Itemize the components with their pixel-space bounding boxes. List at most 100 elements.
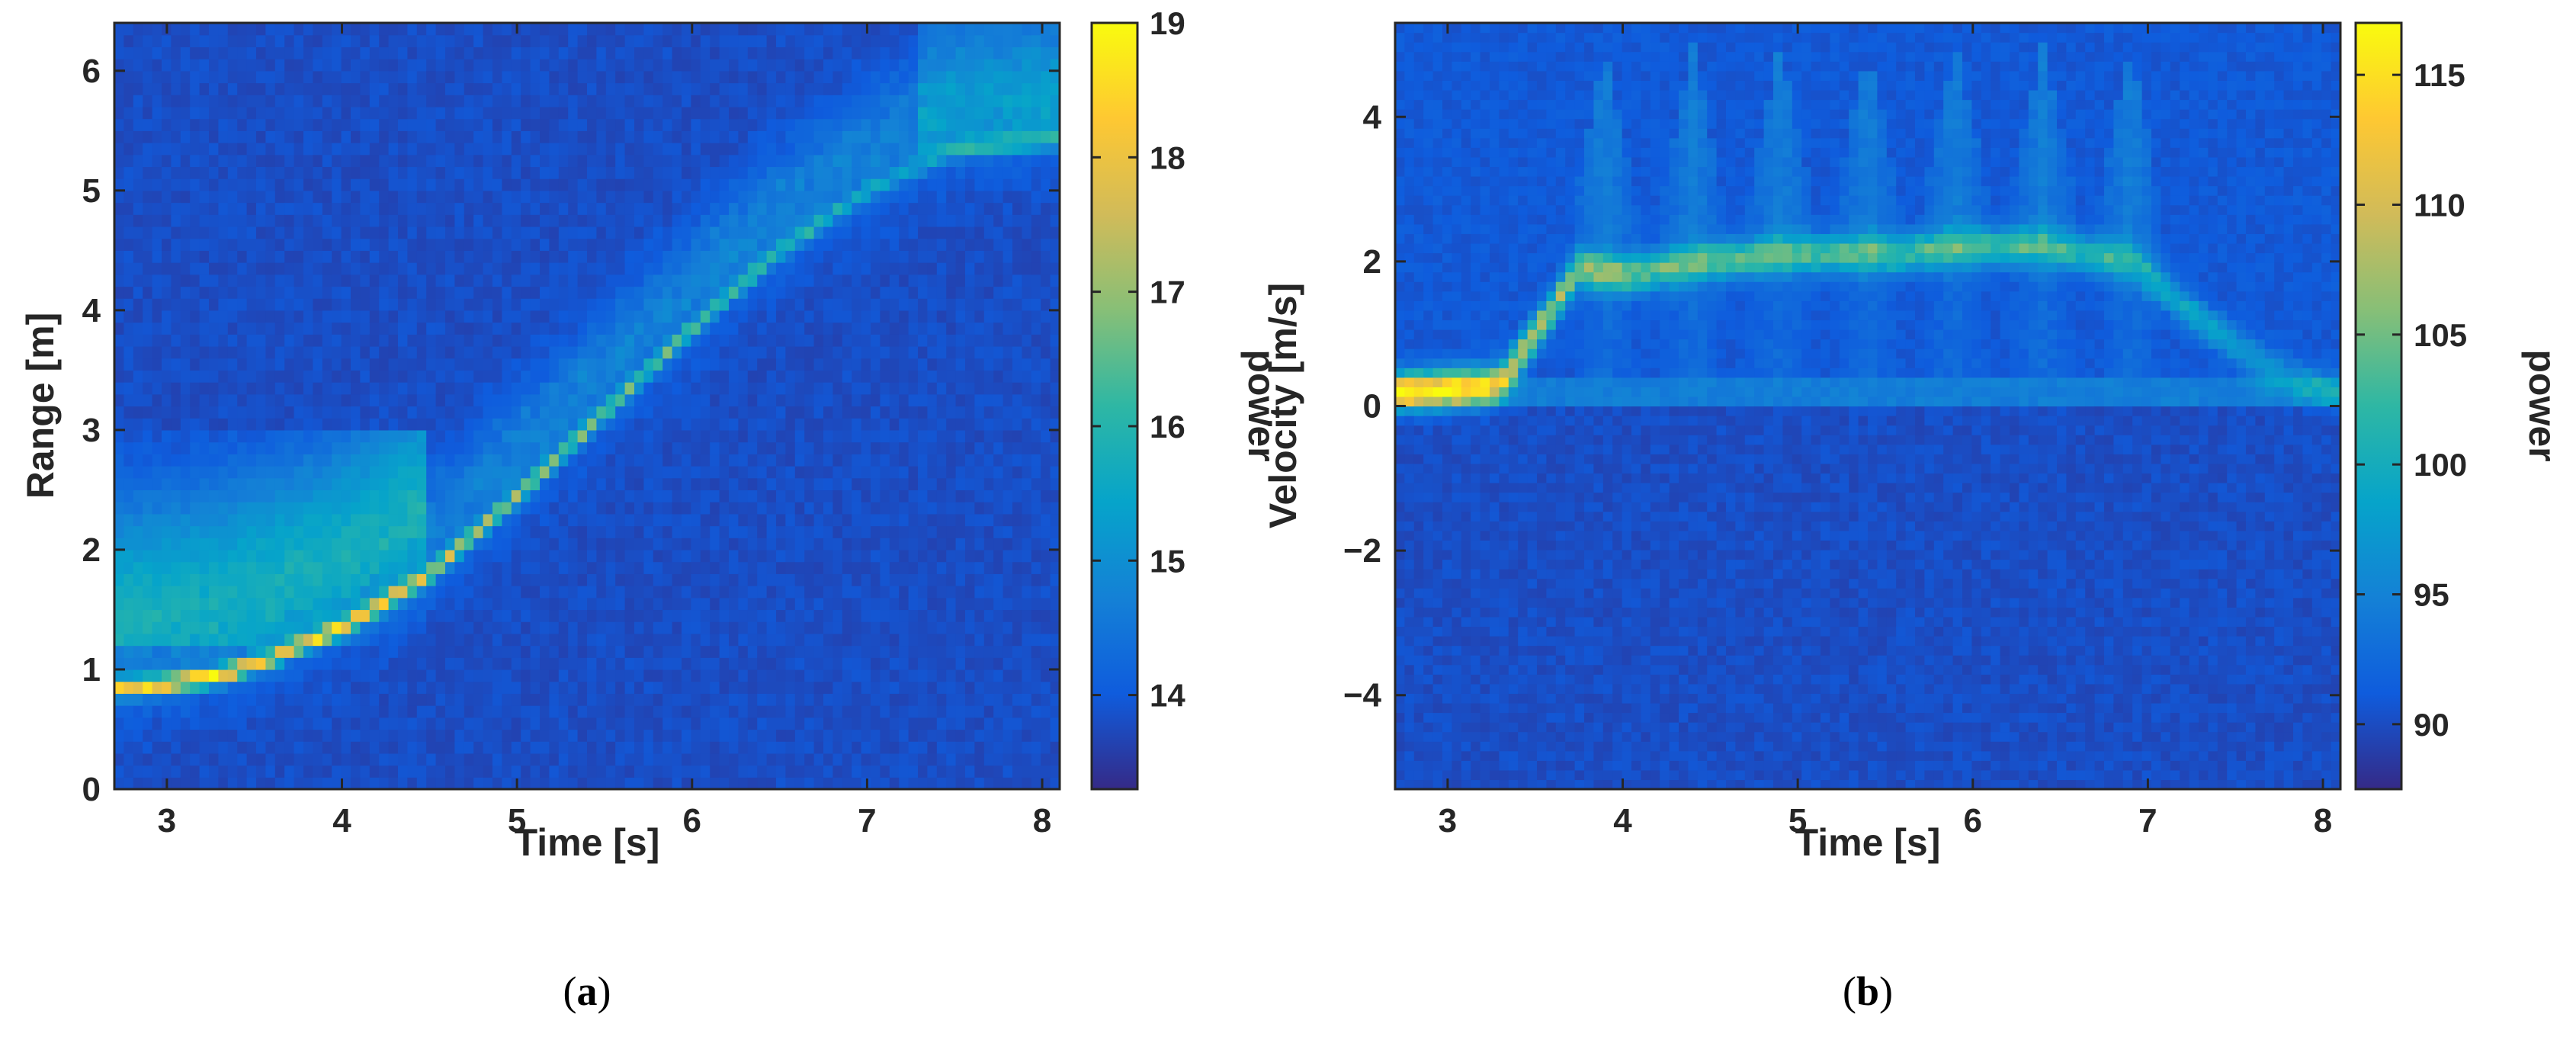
heatmap-cell [218, 669, 229, 682]
heatmap-cell [813, 561, 824, 574]
heatmap-cell [492, 513, 502, 527]
heatmap-cell [682, 118, 691, 131]
heatmap-cell [152, 418, 162, 431]
heatmap-cell [473, 765, 484, 778]
heatmap-cell [615, 59, 626, 72]
heatmap-cell [445, 47, 455, 59]
heatmap-cell [152, 370, 162, 383]
heatmap-cell [521, 669, 531, 682]
heatmap-cell [804, 298, 815, 311]
heatmap-cell [218, 82, 229, 95]
heatmap-cell [133, 393, 143, 407]
heatmap-cell [303, 178, 313, 191]
heatmap-cell [672, 717, 682, 730]
heatmap-cell [813, 298, 824, 311]
heatmap-cell [540, 106, 550, 120]
heatmap-cell [341, 441, 351, 454]
heatmap-cell [351, 202, 361, 215]
heatmap-cell [568, 345, 579, 359]
heatmap-cell [587, 310, 597, 323]
heatmap-cell [341, 645, 351, 658]
heatmap-cell [521, 393, 531, 407]
heatmap-cell [813, 345, 824, 359]
heatmap-cell [710, 525, 720, 538]
heatmap-cell [682, 765, 691, 778]
heatmap-cell [823, 47, 833, 59]
heatmap-cell [634, 274, 644, 287]
heatmap-cell [624, 406, 635, 419]
heatmap-cell [162, 561, 172, 574]
heatmap-cell [842, 322, 852, 335]
heatmap-cell [464, 681, 474, 694]
heatmap-cell [521, 23, 531, 36]
heatmap-cell [747, 429, 758, 443]
heatmap-cell [842, 693, 852, 706]
heatmap-cell [124, 345, 134, 359]
heatmap-cell [209, 143, 219, 156]
heatmap-cell [464, 454, 474, 467]
heatmap-cell [596, 190, 607, 204]
heatmap-cell [388, 370, 399, 383]
heatmap-cell [766, 429, 777, 443]
heatmap-cell [710, 441, 720, 454]
heatmap-cell [738, 597, 749, 611]
heatmap-cell [511, 226, 521, 239]
heatmap-cell [794, 525, 805, 538]
heatmap-cell [804, 765, 815, 778]
heatmap-cell [351, 166, 361, 179]
heatmap-cell [133, 322, 143, 335]
heatmap-cell [227, 693, 238, 706]
heatmap-cell [180, 95, 191, 108]
heatmap-cell [303, 143, 313, 156]
heatmap-cell [596, 143, 607, 156]
heatmap-cell [360, 178, 371, 191]
heatmap-cell [143, 549, 153, 563]
heatmap-cell [209, 741, 219, 754]
heatmap-cell [682, 166, 691, 179]
heatmap-cell [804, 70, 815, 84]
heatmap-cell [369, 597, 380, 611]
heatmap-cell [794, 130, 805, 143]
heatmap-cell [568, 717, 579, 730]
heatmap-cell [813, 645, 824, 658]
heatmap-cell [483, 741, 493, 754]
heatmap-cell [180, 143, 191, 156]
heatmap-cell [700, 154, 711, 168]
heatmap-cell [832, 441, 843, 454]
heatmap-cell [435, 334, 446, 347]
heatmap-cell [416, 441, 427, 454]
heatmap-cell [719, 765, 730, 778]
heatmap-cell [719, 502, 730, 515]
heatmap-cell [303, 549, 313, 563]
heatmap-cell [313, 633, 323, 647]
heatmap-cell [303, 441, 313, 454]
heatmap-cell [624, 645, 635, 658]
heatmap-cell [653, 573, 663, 586]
heatmap-cell [804, 202, 815, 215]
heatmap-cell [568, 214, 579, 227]
heatmap-cell [700, 609, 711, 622]
heatmap-cell [190, 406, 200, 419]
heatmap-cell [341, 382, 351, 395]
heatmap-cell [832, 741, 843, 754]
heatmap-cell [162, 477, 172, 491]
heatmap-cell [162, 549, 172, 563]
heatmap-cell [682, 274, 691, 287]
heatmap-cell [502, 178, 512, 191]
heatmap-cell [757, 693, 768, 706]
heatmap-cell [587, 298, 597, 311]
heatmap-cell [700, 358, 711, 371]
heatmap-cell [473, 549, 484, 563]
heatmap-cell [426, 621, 437, 634]
heatmap-cell [369, 166, 380, 179]
heatmap-cell [284, 202, 295, 215]
heatmap-cell [133, 561, 143, 574]
heatmap-cell [729, 178, 739, 191]
heatmap-cell [407, 525, 418, 538]
heatmap-cell [823, 382, 833, 395]
heatmap-cell [152, 441, 162, 454]
heatmap-cell [511, 693, 521, 706]
heatmap-cell [492, 549, 502, 563]
heatmap-cell [303, 59, 313, 72]
heatmap-cell [511, 490, 521, 502]
